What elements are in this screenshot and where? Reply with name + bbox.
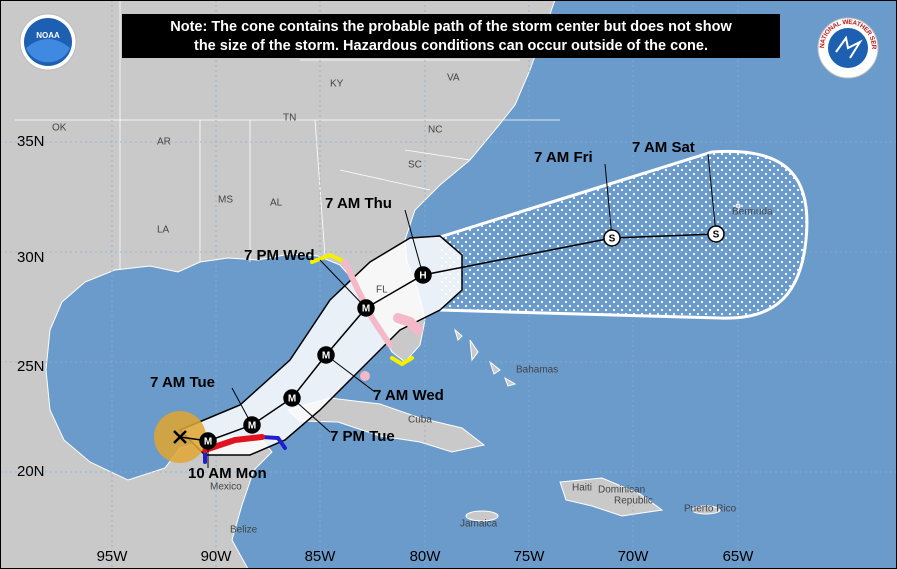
note-box [122,14,780,58]
place-label: Haiti [572,483,592,494]
place-label: OK [52,123,67,134]
place-label: FL [376,285,388,296]
place-label: Puerto Rico [684,504,737,515]
track-point-letter: M [248,421,256,432]
note-line: the size of the storm. Hazardous conditi… [194,38,708,54]
track-point-letter: M [288,394,296,405]
track-point-letter: M [204,437,212,448]
watch-area [360,371,370,381]
longitude-label: 65W [723,548,755,565]
track-point-letter: H [419,271,426,282]
time-label: 7 PM Tue [330,428,395,445]
track-point [283,389,301,407]
warnings [202,252,423,464]
current-position [173,430,187,444]
place-label: Jamaica [460,519,498,530]
label-leaders [207,153,717,468]
time-label: 7 AM Wed [373,387,444,404]
time-label: 7 AM Sat [632,139,695,156]
longitude-label: 75W [514,548,546,565]
latitude-label: 20N [17,463,45,480]
note-line: Note: The cone contains the probable pat… [170,19,732,35]
place-label: AR [157,137,171,148]
track-point [414,266,432,284]
place-label: Bahamas [516,365,558,376]
longitude-label: 80W [410,548,442,565]
place-label: VA [447,73,460,84]
cone-outer [439,149,809,320]
track-point [357,299,375,317]
place-label: Belize [230,525,258,536]
cone-inner [178,235,463,456]
place-label: KY [330,79,344,90]
place-label: AL [270,198,283,209]
track-point-letter: M [322,351,330,362]
longitude-label: 85W [305,548,337,565]
time-label: 7 AM Thu [325,195,392,212]
place-label: Republic [614,496,653,507]
latitude-label: 30N [17,249,45,266]
state-borders [15,0,560,270]
time-label: 10 AM Mon [188,465,267,482]
track-point-letter: S [713,230,720,241]
logo-text: NOAA [36,31,60,40]
place-label: NC [428,125,442,136]
track-point-letter: M [362,304,370,315]
place-label: Cuba [408,415,432,426]
place-label: Dominican [598,485,645,496]
place-label: Mexico [210,482,242,493]
place-label: Bermuda [732,207,773,218]
track-point [199,432,217,450]
latitude-label: 25N [17,358,45,375]
track-point [317,346,335,364]
place-label: TN [283,113,296,124]
longitude-label: 90W [201,548,233,565]
track-point [243,416,261,434]
place-label: SC [408,160,422,171]
place-label: LA [157,225,170,236]
latitude-label: 35N [17,133,45,150]
longitude-label: 70W [618,548,650,565]
track-point-letter: S [609,234,616,245]
track-point [603,229,621,247]
noaa-logo: NOAA [19,13,77,71]
longitude-label: 95W [97,548,129,565]
time-label: 7 PM Wed [244,247,315,264]
place-label: MS [218,195,233,206]
track-point [707,225,725,243]
time-label: 7 AM Tue [150,374,215,391]
time-label: 7 AM Fri [534,149,593,166]
